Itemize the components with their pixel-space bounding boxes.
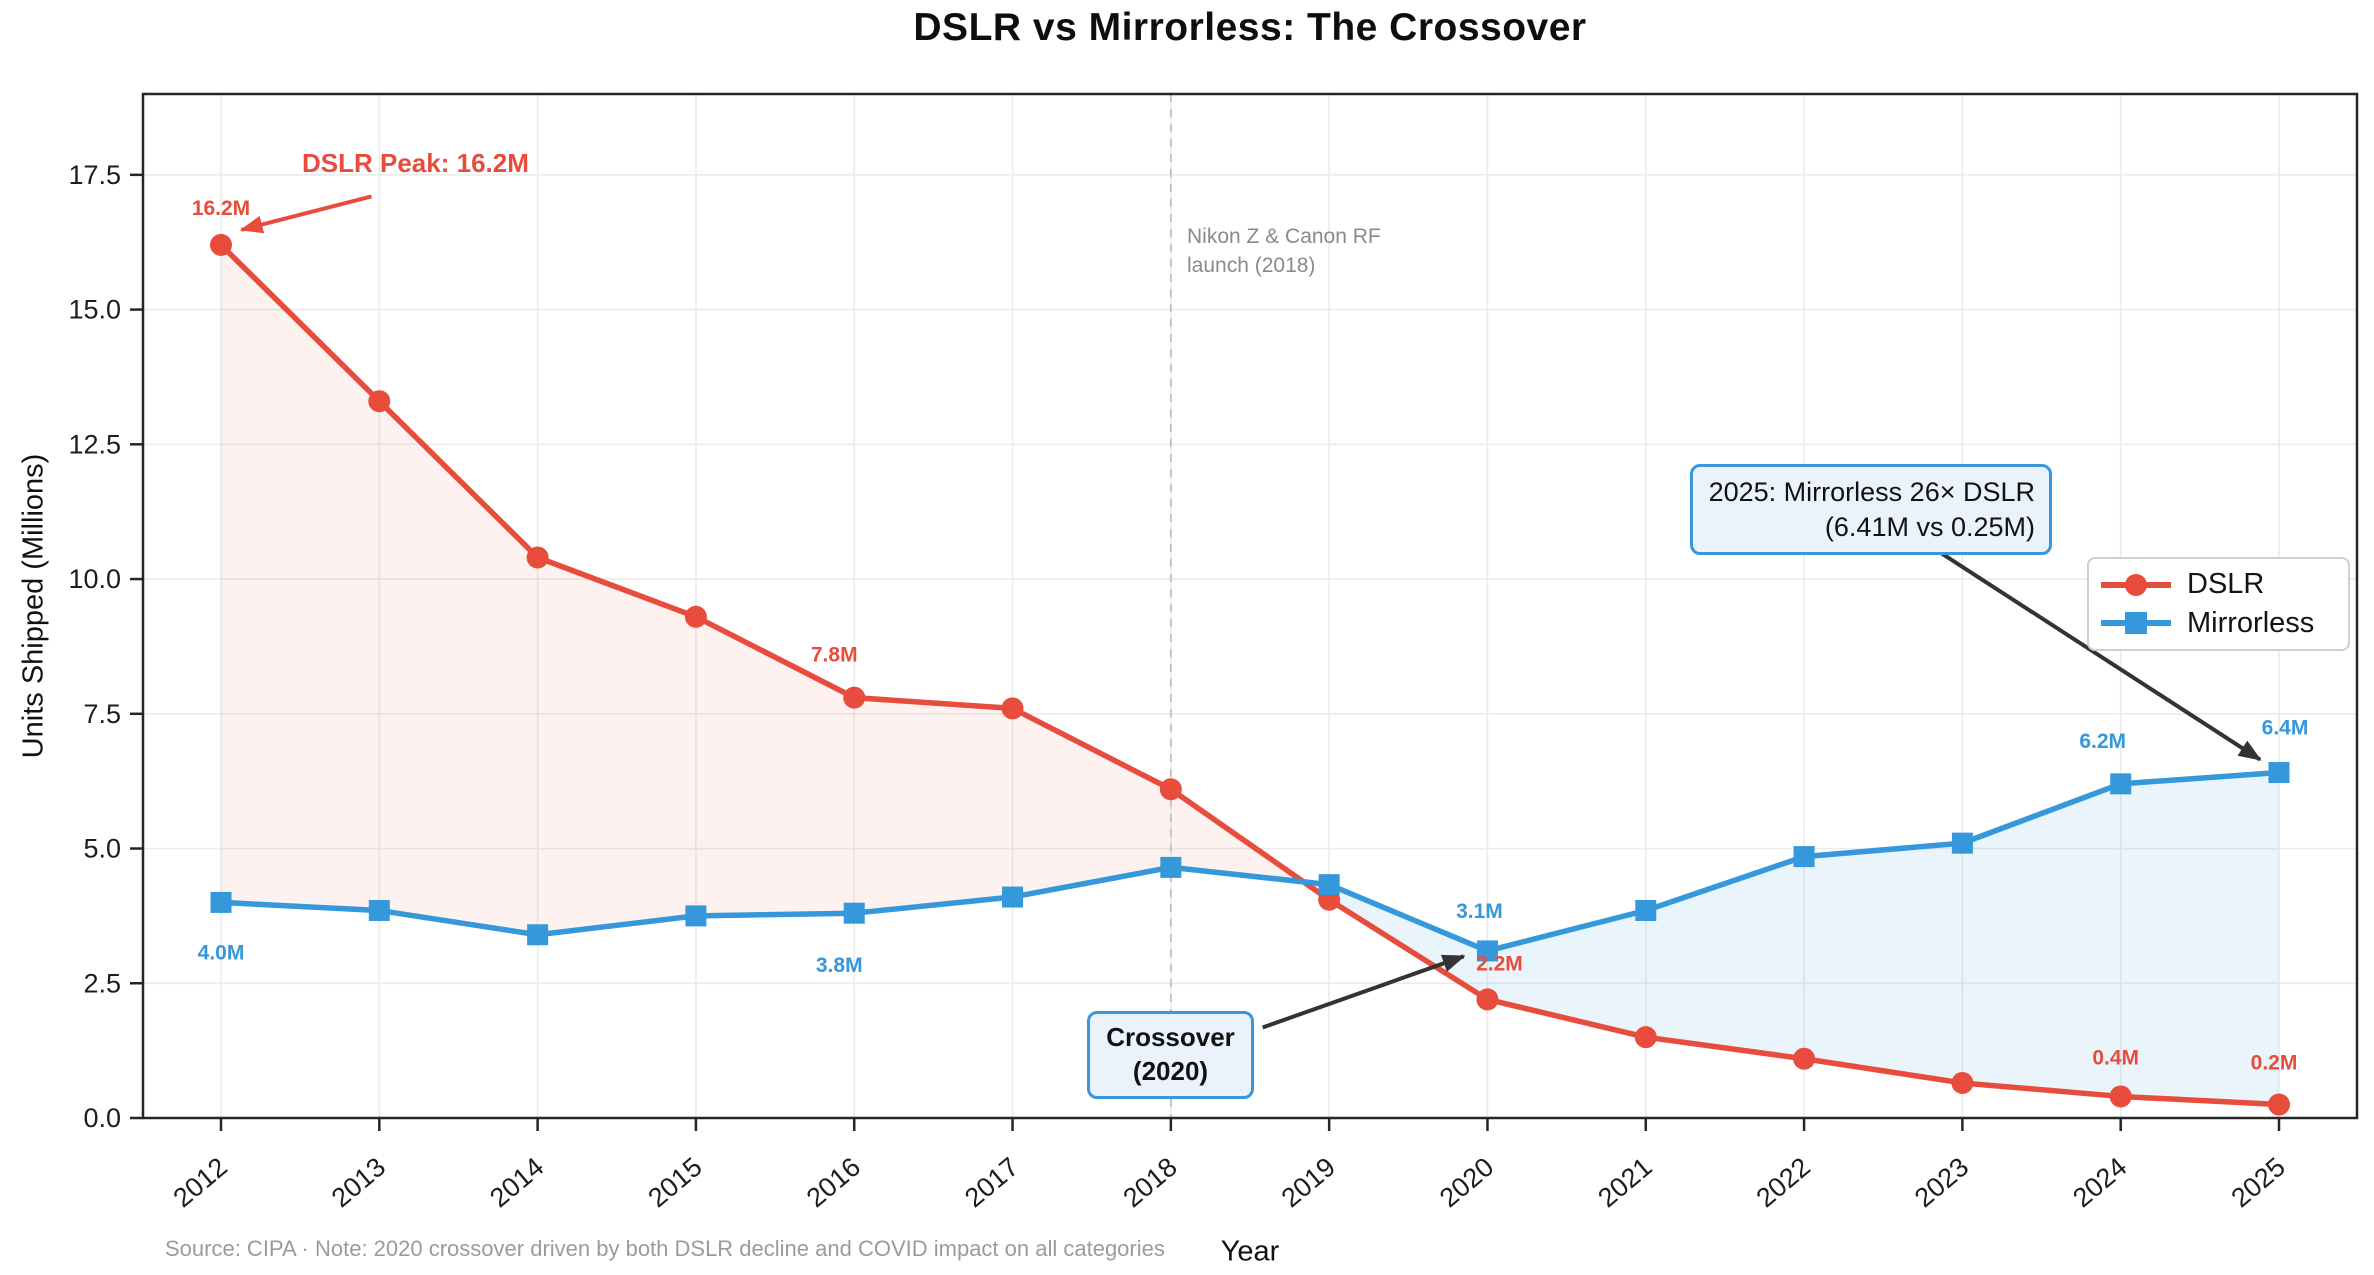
mirrorless-point [1793, 846, 1815, 868]
mirrorless-point [527, 924, 549, 946]
x-axis-label: Year [1220, 1235, 1280, 1268]
x-tick-label: 2019 [1276, 1152, 1341, 1214]
x-tick-label: 2020 [1434, 1152, 1499, 1214]
y-tick-label: 10.0 [68, 564, 121, 594]
source-note: Source: CIPA · Note: 2020 crossover driv… [165, 1236, 1165, 1261]
dslr-line [219, 242, 2280, 1108]
y-axis-label: Units Shipped (Millions) [17, 453, 50, 759]
y-tick-label: 2.5 [83, 968, 121, 998]
launch-annotation: Nikon Z & Canon RF launch (2018) [1187, 222, 1381, 281]
mirrorless-point [843, 902, 865, 924]
dslr-point [1634, 1026, 1657, 1049]
dslr-point [1159, 778, 1182, 801]
crossover-callout-line1: Crossover [1106, 1022, 1235, 1052]
annotation-arrow [1261, 954, 1466, 1030]
mirrorless-line [220, 769, 2280, 954]
plot-border [141, 92, 2359, 1120]
point-label: 4.0M [198, 941, 245, 964]
legend-item-mirrorless: Mirrorless [2099, 607, 2338, 640]
point-label: 6.4M [2262, 717, 2309, 740]
legend-item-dslr: DSLR [2099, 568, 2338, 601]
annotation-arrow [1934, 547, 2262, 762]
legend: DSLR Mirrorless [2087, 557, 2350, 651]
dslr-point [843, 686, 866, 709]
mirrorless-point [1476, 940, 1498, 962]
mirrorless-point [1160, 856, 1182, 878]
mirrorless-legend-swatch [2101, 612, 2171, 635]
mirrorless-2025-callout-line1: 2025: Mirrorless 26× DSLR [1708, 477, 2035, 507]
x-tick-label: 2014 [484, 1152, 549, 1214]
y-tick-label: 12.5 [68, 429, 121, 459]
y-tick-label: 15.0 [68, 295, 121, 325]
mirrorless-point [685, 905, 707, 927]
crossover-callout-line2: (2020) [1132, 1055, 1209, 1086]
legend-label-mirrorless: Mirrorless [2187, 606, 2315, 639]
mirrorless-2025-callout: 2025: Mirrorless 26× DSLR (6.41M vs 0.25… [1690, 464, 2052, 556]
x-tick-label: 2021 [1592, 1152, 1657, 1214]
x-tick-label: 2023 [1909, 1152, 1974, 1214]
gridlines [143, 94, 2357, 1119]
crossover-callout: Crossover (2020) [1087, 1011, 1254, 1099]
point-label: 6.2M [2079, 730, 2126, 753]
mirrorless-point [210, 891, 232, 913]
dslr-legend-swatch [2101, 573, 2171, 596]
x-tick-label: 2012 [168, 1152, 233, 1214]
point-label: 0.2M [2251, 1052, 2298, 1075]
dslr-point [1793, 1047, 1816, 1070]
dslr-point [2268, 1093, 2290, 1116]
dslr-point [1476, 988, 1499, 1011]
y-tick-label: 0.0 [83, 1103, 121, 1133]
mirrorless-point [368, 900, 390, 922]
dslr-point [1951, 1071, 1974, 1094]
launch-annotation-line1: Nikon Z & Canon RF [1187, 225, 1381, 248]
mirrorless-2025-callout-line2: (6.41M vs 0.25M) [1824, 511, 2035, 542]
mirrorless-point [2110, 773, 2132, 795]
x-tick-label: 2025 [2226, 1152, 2291, 1214]
x-tick-label: 2022 [1751, 1152, 1816, 1214]
dslr-point [1001, 697, 1024, 720]
dslr-point [526, 546, 549, 569]
mirrorless-point [1635, 900, 1657, 922]
point-label: 3.8M [816, 954, 863, 977]
x-tick-label: 2018 [1117, 1152, 1182, 1214]
dslr-peak-annotation: DSLR Peak: 16.2M [302, 148, 529, 178]
dslr-point [210, 233, 232, 256]
y-tick-label: 5.0 [83, 834, 121, 864]
mirrorless-point [1318, 874, 1340, 896]
mirrorless-point [1951, 832, 1973, 854]
point-label: 0.4M [2092, 1046, 2139, 1069]
mirrorless-point [2268, 762, 2290, 784]
y-tick-label: 7.5 [83, 699, 121, 729]
point-label: 3.1M [1456, 900, 1503, 923]
x-tick-label: 2024 [2067, 1152, 2132, 1214]
chart-title: DSLR vs Mirrorless: The Crossover [913, 6, 1587, 49]
dslr-lead-fill [221, 244, 1304, 935]
x-tick-label: 2015 [642, 1152, 707, 1214]
x-tick-label: 2016 [801, 1152, 866, 1214]
dslr-point [368, 390, 391, 413]
point-label: 16.2M [192, 197, 250, 220]
mirrorless-lead-fill [1303, 772, 2279, 1105]
y-tick-label: 17.5 [68, 160, 121, 190]
dslr-point [2109, 1085, 2132, 1108]
annotation-arrow [239, 194, 372, 234]
mirrorless-point [1002, 886, 1024, 908]
launch-annotation-line2: launch (2018) [1187, 254, 1316, 278]
legend-label-dslr: DSLR [2187, 568, 2265, 601]
x-tick-label: 2017 [959, 1152, 1024, 1214]
ticks [130, 173, 2281, 1131]
x-tick-label: 2013 [326, 1152, 391, 1214]
dslr-point [684, 605, 707, 628]
point-label: 7.8M [811, 644, 858, 667]
point-label: 2.2M [1476, 952, 1523, 975]
